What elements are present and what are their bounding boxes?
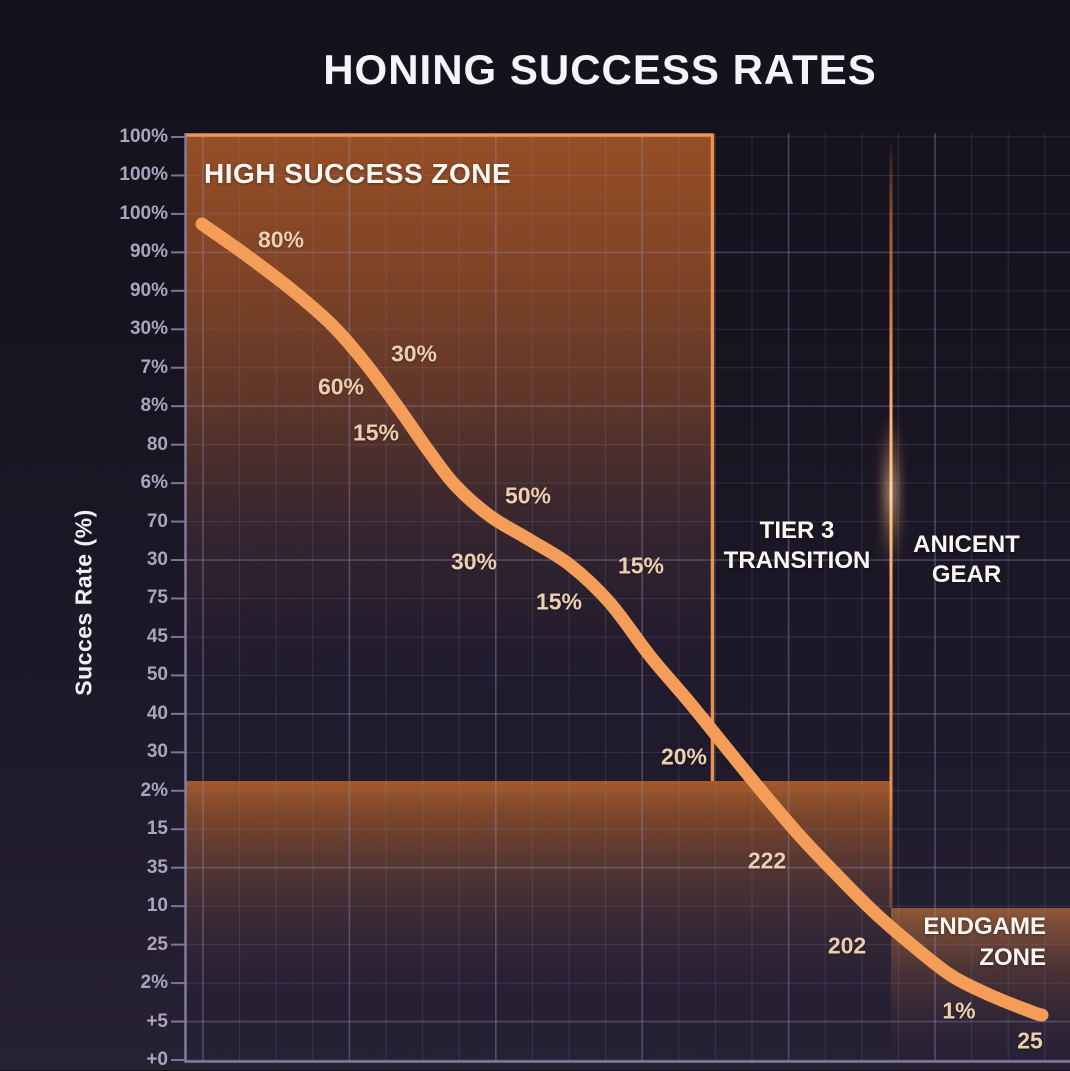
tier3-line2: TRANSITION xyxy=(697,546,897,576)
curve-value-label: 25 xyxy=(1017,1028,1043,1055)
y-tick-label: 90% xyxy=(58,241,168,263)
endgame-line1: ENDGAME xyxy=(886,911,1046,942)
curve-value-label: 30% xyxy=(451,549,497,576)
y-tick-label: 75 xyxy=(58,587,168,609)
curve-value-label: 60% xyxy=(318,374,364,401)
ancient-gear-label: ANICENT GEAR xyxy=(876,530,1057,590)
ancient-line2: GEAR xyxy=(876,560,1057,590)
y-tick-label: 8% xyxy=(58,395,168,417)
curve-value-label: 1% xyxy=(942,998,975,1025)
y-tick-label: 45 xyxy=(58,626,168,648)
y-tick-label: 25 xyxy=(58,934,168,956)
ancient-line1: ANICENT xyxy=(876,530,1057,560)
y-tick-label: 50 xyxy=(58,664,168,686)
axis-tick-marks xyxy=(171,137,185,1060)
curve-value-label: 15% xyxy=(618,553,664,580)
y-tick-label: 100% xyxy=(58,203,168,225)
y-tick-label: 70 xyxy=(58,511,168,533)
curve-value-label: 30% xyxy=(391,341,437,368)
y-tick-label: 100% xyxy=(58,164,168,186)
y-tick-label: 30 xyxy=(58,741,168,763)
tier3-line1: TIER 3 xyxy=(697,516,897,546)
y-tick-label: 6% xyxy=(58,472,168,494)
curve-value-label: 15% xyxy=(536,589,582,616)
y-tick-label: 90% xyxy=(58,280,168,302)
y-tick-label: 10 xyxy=(58,895,168,917)
y-tick-label: 80 xyxy=(58,434,168,456)
tier3-transition-label: TIER 3 TRANSITION xyxy=(697,516,897,576)
y-tick-label: 40 xyxy=(58,703,168,725)
y-tick-label: 30% xyxy=(58,318,168,340)
y-tick-label: 35 xyxy=(58,857,168,879)
y-tick-label: +5 xyxy=(58,1011,168,1033)
curve-value-label: 15% xyxy=(353,420,399,447)
curve-value-label: 20% xyxy=(661,744,707,771)
endgame-line2: ZONE xyxy=(886,942,1046,973)
high-success-zone-label: HIGH SUCCESS ZONE xyxy=(204,158,511,190)
y-tick-label: 30 xyxy=(58,549,168,571)
chart-title: HONING SUCCESS RATES xyxy=(130,46,1070,94)
y-tick-label: 2% xyxy=(58,780,168,802)
y-tick-label: +0 xyxy=(58,1049,168,1071)
y-tick-label: 2% xyxy=(58,972,168,994)
y-tick-label: 100% xyxy=(58,126,168,148)
y-tick-label: 15 xyxy=(58,818,168,840)
endgame-zone-label: ENDGAME ZONE xyxy=(886,911,1046,973)
y-tick-label: 7% xyxy=(58,357,168,379)
curve-value-label: 202 xyxy=(828,933,866,960)
curve-value-label: 80% xyxy=(258,227,304,254)
curve-value-label: 222 xyxy=(748,848,786,875)
curve-value-label: 50% xyxy=(505,483,551,510)
